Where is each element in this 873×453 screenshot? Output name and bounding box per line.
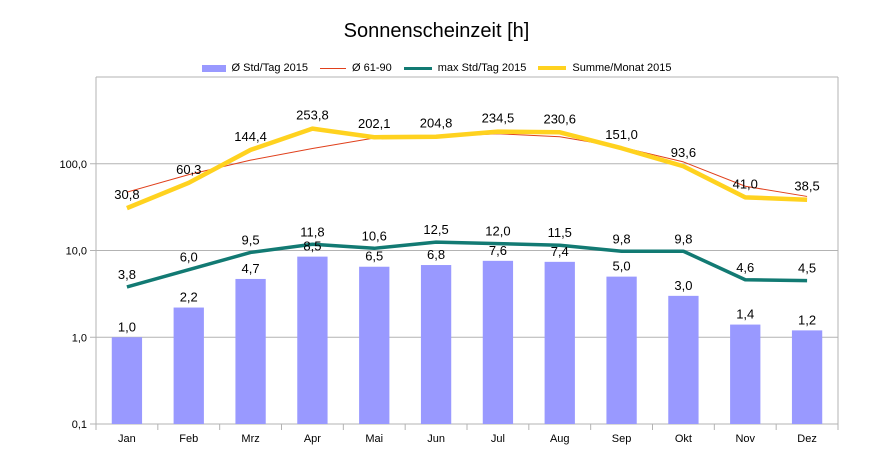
data-label-max-std-tag: 11,5 — [548, 225, 572, 240]
x-tick-label: Feb — [179, 433, 198, 445]
bar — [420, 265, 452, 424]
data-label-std-tag: 1,0 — [118, 319, 136, 334]
x-tick-label: Mrz — [241, 433, 259, 445]
data-label-max-std-tag: 4,6 — [736, 260, 754, 275]
data-label-std-tag: 7,6 — [489, 243, 507, 258]
bar — [173, 307, 204, 424]
data-label-summe-monat: 60,3 — [176, 162, 201, 177]
data-label-std-tag: 4,7 — [242, 261, 260, 276]
bar — [668, 295, 699, 424]
data-label-std-tag: 6,8 — [427, 247, 445, 262]
x-tick-label: Jan — [118, 433, 136, 445]
bar — [359, 266, 390, 424]
x-tick-label: Jul — [491, 433, 505, 445]
data-label-max-std-tag: 12,5 — [423, 222, 448, 237]
data-label-summe-monat: 30,8 — [114, 187, 139, 202]
data-label-max-std-tag: 11,8 — [300, 224, 324, 239]
data-label-std-tag: 3,0 — [674, 278, 692, 293]
bar — [791, 330, 823, 424]
legend-item-std-tag: Ø Std/Tag 2015 — [201, 62, 308, 74]
legend-label-avg-61-90: Ø 61-90 — [351, 62, 392, 74]
x-tick-label: Apr — [304, 433, 321, 445]
legend-swatch-avg-line — [319, 67, 346, 69]
data-label-summe-monat: 144,4 — [234, 129, 267, 144]
x-tick-label: Jun — [427, 433, 445, 445]
data-label-max-std-tag: 9,8 — [674, 231, 692, 246]
data-label-std-tag: 1,4 — [736, 307, 754, 322]
bar — [730, 324, 761, 424]
x-tick-label: Sep — [612, 433, 632, 445]
legend-swatch-max-line — [403, 66, 432, 70]
chart-title: Sonnenscheinzeit [h] — [343, 20, 530, 42]
data-label-std-tag: 1,2 — [798, 312, 816, 327]
data-label-max-std-tag: 3,8 — [118, 267, 136, 282]
data-label-max-std-tag: 6,0 — [180, 250, 198, 265]
bar — [235, 278, 266, 424]
data-label-std-tag: 5,0 — [613, 259, 631, 274]
data-label-summe-monat: 93,6 — [671, 145, 696, 160]
legend-label-summe-monat: Summe/Monat 2015 — [572, 62, 672, 74]
x-tick-label: Nov — [735, 433, 755, 445]
legend-label-std-tag: Ø Std/Tag 2015 — [231, 62, 308, 74]
data-label-summe-monat: 151,0 — [605, 127, 638, 142]
bar — [482, 260, 514, 424]
x-tick-label: Okt — [675, 433, 692, 445]
x-tick-label: Dez — [797, 433, 817, 445]
bar — [111, 337, 143, 424]
x-tick-label: Mai — [365, 433, 383, 445]
data-label-max-std-tag: 9,8 — [613, 231, 631, 246]
series-line-summe-monat — [126, 126, 808, 211]
data-label-std-tag: 2,2 — [180, 290, 198, 305]
data-label-max-std-tag: 4,5 — [798, 261, 816, 276]
legend-label-max-std-tag: max Std/Tag 2015 — [437, 62, 527, 74]
series-line-max-std-tag — [126, 240, 808, 289]
y-tick-label: 100,0 — [59, 159, 87, 171]
data-label-summe-monat: 204,8 — [420, 116, 453, 131]
data-label-summe-monat: 38,5 — [794, 179, 819, 194]
legend-item-summe-monat: Summe/Monat 2015 — [538, 62, 671, 74]
data-label-max-std-tag: 9,5 — [242, 232, 260, 247]
y-tick-label: 1,0 — [72, 332, 87, 344]
series-line-avg-61-90 — [126, 133, 808, 197]
data-label-summe-monat: 41,0 — [733, 176, 758, 191]
data-label-max-std-tag: 10,6 — [362, 228, 387, 243]
legend-swatch-summe-line — [538, 66, 567, 70]
data-label-summe-monat: 202,1 — [358, 116, 391, 131]
data-label-std-tag: 8,5 — [303, 239, 321, 254]
data-label-std-tag: 6,5 — [365, 249, 383, 264]
y-tick-label: 0,1 — [72, 419, 87, 431]
legend-item-max-std-tag: max Std/Tag 2015 — [403, 62, 527, 74]
data-label-summe-monat: 230,6 — [543, 111, 576, 126]
legend-item-avg-61-90: Ø 61-90 — [319, 62, 392, 74]
data-label-summe-monat: 253,8 — [296, 108, 329, 123]
data-label-summe-monat: 234,5 — [482, 111, 515, 126]
bar — [606, 276, 637, 424]
data-label-max-std-tag: 12,0 — [485, 224, 510, 239]
data-label-std-tag: 7,4 — [551, 244, 569, 259]
legend: Ø Std/Tag 2015 Ø 61-90 max Std/Tag 2015 … — [0, 60, 873, 76]
x-tick-label: Aug — [550, 433, 570, 445]
legend-swatch-bar — [201, 64, 226, 72]
y-tick-label: 10,0 — [66, 246, 87, 258]
bar — [544, 261, 575, 424]
bar — [297, 256, 328, 424]
